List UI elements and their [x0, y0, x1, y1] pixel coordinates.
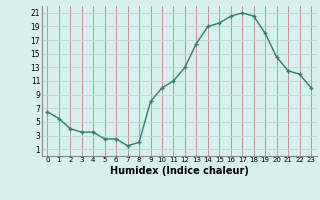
X-axis label: Humidex (Indice chaleur): Humidex (Indice chaleur): [110, 166, 249, 176]
